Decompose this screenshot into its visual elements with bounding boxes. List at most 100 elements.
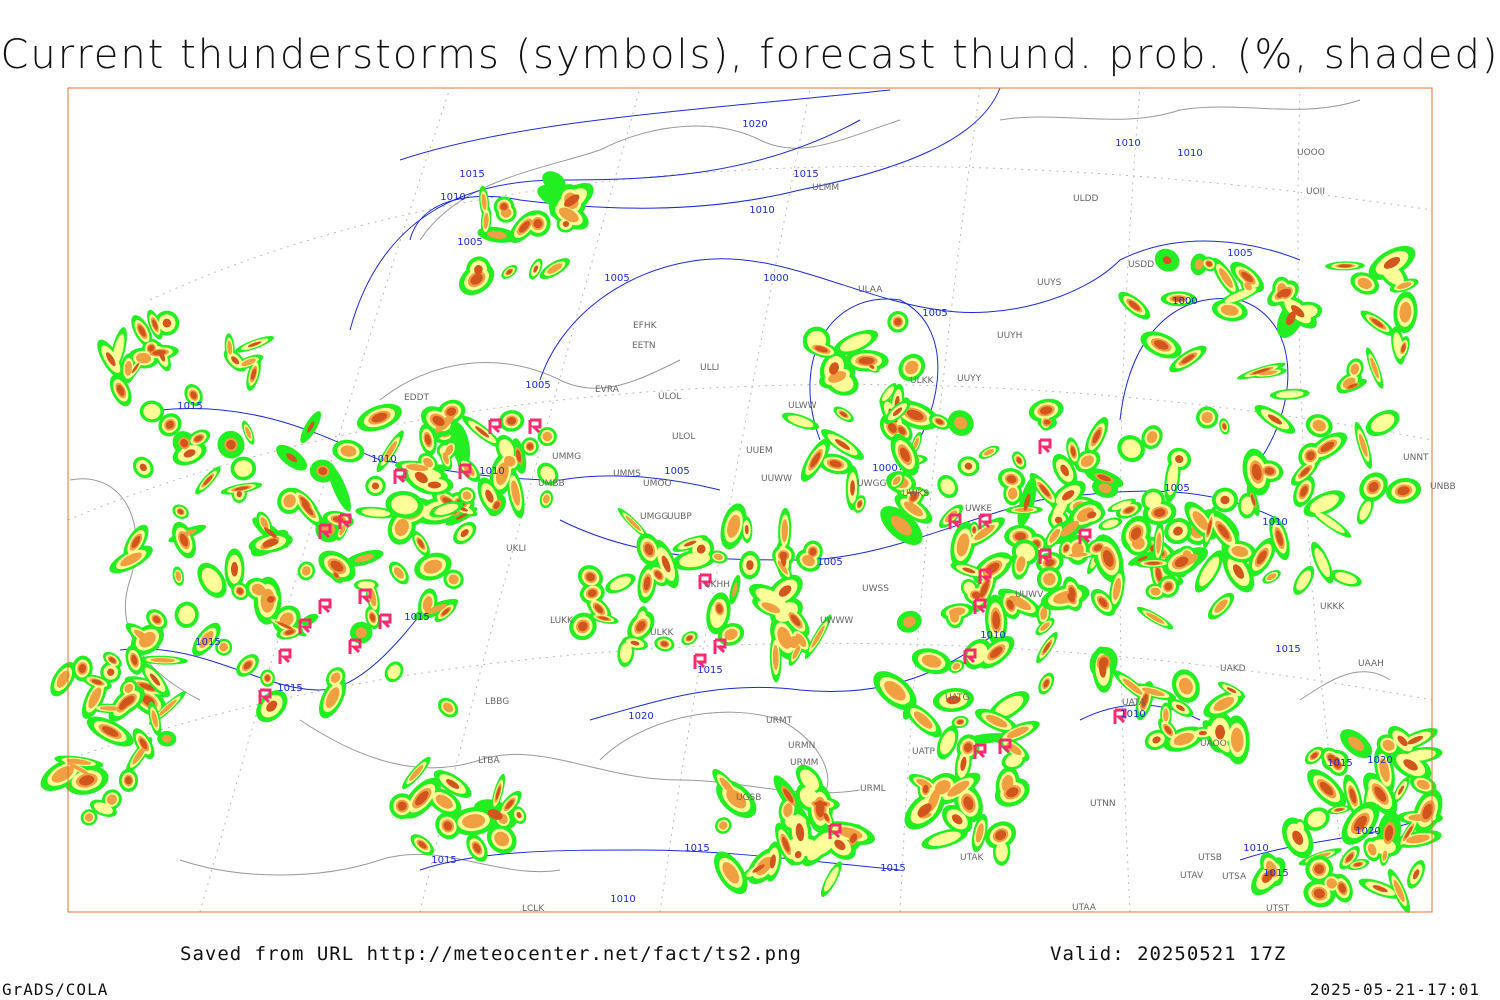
probability-shade bbox=[1199, 556, 1220, 587]
probability-shade bbox=[1393, 879, 1405, 902]
probability-shade bbox=[985, 714, 1008, 728]
probability-shade bbox=[1397, 486, 1410, 496]
isobar-label: 1015 bbox=[277, 683, 302, 694]
station-code: UATP bbox=[912, 747, 936, 757]
isobar-label: 1020 bbox=[1367, 755, 1392, 766]
probability-shade bbox=[109, 657, 116, 663]
probability-shade bbox=[1162, 256, 1172, 265]
isobar-label: 1020 bbox=[1355, 826, 1380, 837]
thunderstorm-symbol bbox=[973, 598, 987, 614]
probability-shade bbox=[143, 403, 161, 420]
station-code: UKKK bbox=[1320, 602, 1345, 612]
probability-shade bbox=[643, 576, 651, 591]
probability-shade bbox=[1121, 439, 1141, 459]
probability-shade bbox=[423, 457, 433, 468]
probability-shade bbox=[1347, 383, 1358, 389]
probability-shade bbox=[1371, 318, 1384, 328]
probability-shade bbox=[752, 864, 765, 873]
station-code: EVRA bbox=[595, 385, 620, 395]
isobar-label: 1010 bbox=[1115, 138, 1140, 149]
probability-shade bbox=[1220, 495, 1230, 505]
station-code: ULDD bbox=[1073, 194, 1099, 204]
thunderstorm-symbol bbox=[393, 468, 407, 484]
station-code: UTST bbox=[1266, 904, 1290, 914]
isobar-label: 1010 bbox=[371, 454, 396, 465]
isobar-label: 1005 bbox=[604, 273, 629, 284]
probability-shade bbox=[777, 560, 788, 575]
station-code: UATG bbox=[945, 693, 970, 703]
thunderstorm-symbol bbox=[338, 513, 352, 529]
isobar-label: 1005 bbox=[922, 308, 947, 319]
probability-shade bbox=[809, 547, 817, 556]
probability-shade bbox=[1382, 850, 1388, 861]
probability-shade bbox=[124, 360, 132, 376]
probability-shade bbox=[971, 591, 981, 599]
probability-shade bbox=[340, 445, 357, 457]
probability-shade bbox=[660, 641, 668, 647]
probability-shade bbox=[1145, 612, 1165, 624]
probability-shade bbox=[177, 509, 184, 515]
probability-shade bbox=[149, 673, 161, 686]
probability-shade bbox=[409, 764, 424, 781]
probability-shade bbox=[152, 319, 158, 330]
thunderstorm-symbol bbox=[458, 463, 472, 479]
probability-shade bbox=[940, 478, 955, 495]
probability-shade bbox=[475, 426, 490, 438]
probability-shade bbox=[1040, 622, 1050, 631]
probability-shade bbox=[135, 352, 152, 364]
probability-shade bbox=[1178, 677, 1193, 695]
probability-shade bbox=[495, 462, 509, 486]
probability-shade bbox=[1256, 550, 1267, 565]
probability-shade bbox=[1313, 888, 1325, 899]
probability-shade bbox=[79, 775, 95, 786]
probability-shade bbox=[283, 494, 296, 508]
station-code: LUKK bbox=[550, 616, 574, 626]
probability-shade bbox=[131, 654, 138, 666]
probability-shade bbox=[516, 449, 522, 463]
station-code: UMMS bbox=[613, 469, 641, 479]
probability-shade bbox=[1006, 787, 1019, 798]
station-code: UUYS bbox=[1037, 278, 1062, 288]
probability-shade bbox=[1349, 788, 1357, 804]
probability-shade bbox=[495, 786, 501, 800]
station-code: ULKK bbox=[910, 376, 935, 386]
probability-shade bbox=[722, 862, 740, 884]
probability-shade bbox=[954, 416, 968, 430]
probability-shade bbox=[301, 502, 314, 516]
probability-shade bbox=[194, 435, 203, 442]
probability-shade bbox=[165, 420, 175, 429]
thunderstorm-symbol bbox=[1038, 548, 1052, 564]
probability-shade bbox=[1060, 520, 1079, 537]
probability-shade bbox=[1320, 441, 1335, 452]
probability-shade bbox=[948, 607, 966, 616]
probability-shade bbox=[264, 675, 271, 682]
probability-shade bbox=[1264, 467, 1275, 475]
probability-shade bbox=[769, 854, 776, 869]
station-code: LCLK bbox=[522, 904, 545, 914]
thunderstorm-symbol bbox=[698, 573, 712, 589]
probability-shade bbox=[361, 508, 391, 517]
thunderstorm-symbol bbox=[978, 568, 992, 584]
probability-shade bbox=[1146, 431, 1158, 444]
probability-shade bbox=[504, 455, 516, 467]
probability-shade bbox=[1358, 433, 1368, 457]
probability-shade bbox=[226, 439, 236, 450]
station-code: UUYY bbox=[957, 374, 982, 384]
probability-shade bbox=[869, 364, 875, 369]
probability-shade bbox=[975, 823, 984, 843]
probability-shade bbox=[330, 560, 344, 572]
thunderstorm-symbol bbox=[693, 653, 707, 669]
station-code: LBBG bbox=[485, 697, 509, 707]
probability-shade bbox=[1214, 599, 1228, 613]
probability-shade bbox=[1043, 419, 1051, 425]
isobar-label: 1010 bbox=[1177, 148, 1202, 159]
probability-shade bbox=[1357, 277, 1372, 289]
isobar-label: 1005 bbox=[1227, 248, 1252, 259]
probability-shade bbox=[1422, 803, 1433, 820]
probability-shade bbox=[406, 464, 429, 472]
valid-time: Valid: 20250521 17Z bbox=[1050, 943, 1286, 965]
probability-shade bbox=[1220, 304, 1239, 316]
probability-shade bbox=[850, 480, 855, 496]
probability-shade bbox=[899, 447, 910, 462]
probability-shade bbox=[1309, 494, 1339, 513]
